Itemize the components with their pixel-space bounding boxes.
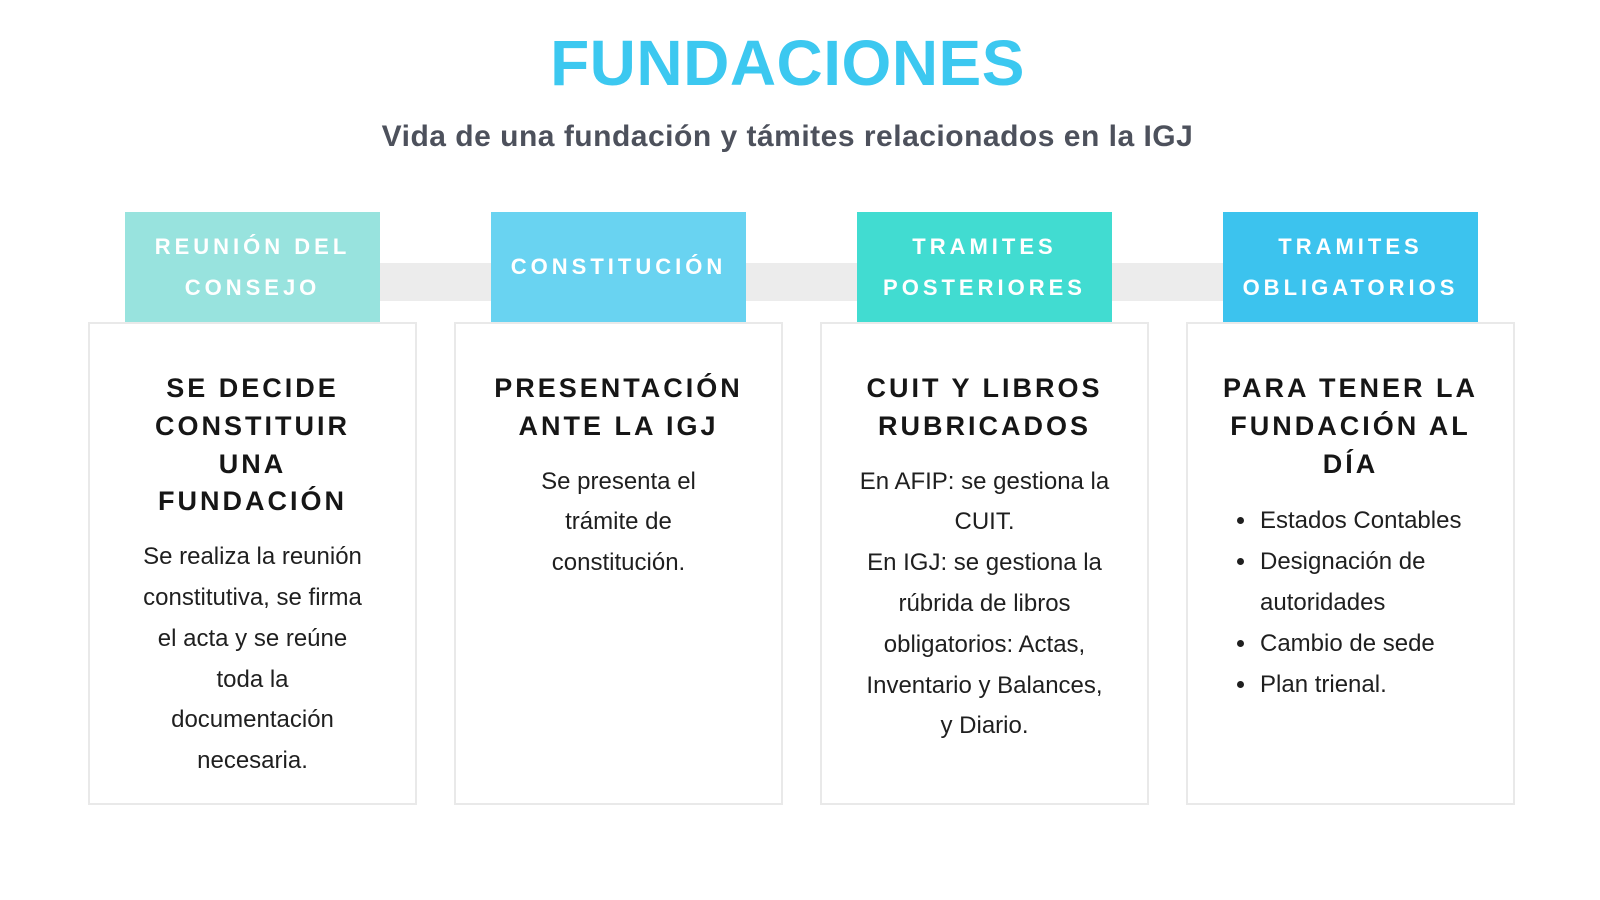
bullet-item: Estados Contables (1258, 501, 1493, 542)
card-body: Se presenta el trámite de constitución. (541, 467, 696, 577)
card-body: Se realiza la reunión constitutiva, se f… (143, 543, 362, 775)
card-title: PRESENTACIÓN ANTE LA IGJ (494, 373, 743, 441)
card-title: CUIT Y LIBROS RUBRICADOS (866, 373, 1103, 441)
card-title: SE DECIDE CONSTITUIR UNA FUNDACIÓN (155, 373, 350, 517)
page-title: FUNDACIONES (550, 27, 1025, 99)
step-column-tramites-obligatorios: TRAMITES OBLIGATORIOS PARA TENER LA FUND… (1186, 212, 1515, 805)
page-subtitle: Vida de una fundación y támites relacion… (381, 120, 1194, 153)
card-body: En AFIP: se gestiona la CUIT. En IGJ: se… (859, 467, 1110, 740)
step-badge: CONSTITUCIÓN (491, 212, 746, 322)
step-column-reunion-del-consejo: REUNIÓN DEL CONSEJO SE DECIDE CONSTITUIR… (88, 212, 417, 805)
step-card: PRESENTACIÓN ANTE LA IGJ Se presenta el … (454, 322, 783, 805)
card-title: PARA TENER LA FUNDACIÓN AL DÍA (1223, 373, 1478, 479)
step-card: SE DECIDE CONSTITUIR UNA FUNDACIÓN Se re… (88, 322, 417, 805)
step-card: CUIT Y LIBROS RUBRICADOS En AFIP: se ges… (820, 322, 1149, 805)
bullet-item: Plan trienal. (1258, 665, 1493, 706)
step-column-constitucion: CONSTITUCIÓN PRESENTACIÓN ANTE LA IGJ Se… (454, 212, 783, 805)
step-card: PARA TENER LA FUNDACIÓN AL DÍA Estados C… (1186, 322, 1515, 805)
step-badge: TRAMITES OBLIGATORIOS (1223, 212, 1478, 322)
step-column-tramites-posteriores: TRAMITES POSTERIORES CUIT Y LIBROS RUBRI… (820, 212, 1149, 805)
bullet-item: Cambio de sede (1258, 624, 1493, 665)
step-badge: REUNIÓN DEL CONSEJO (125, 212, 380, 322)
card-bullet-list: Estados ContablesDesignación de autorida… (1198, 501, 1503, 705)
bullet-item: Designación de autoridades (1258, 542, 1493, 624)
timeline-steps: REUNIÓN DEL CONSEJO SE DECIDE CONSTITUIR… (88, 212, 1515, 805)
step-badge: TRAMITES POSTERIORES (857, 212, 1112, 322)
